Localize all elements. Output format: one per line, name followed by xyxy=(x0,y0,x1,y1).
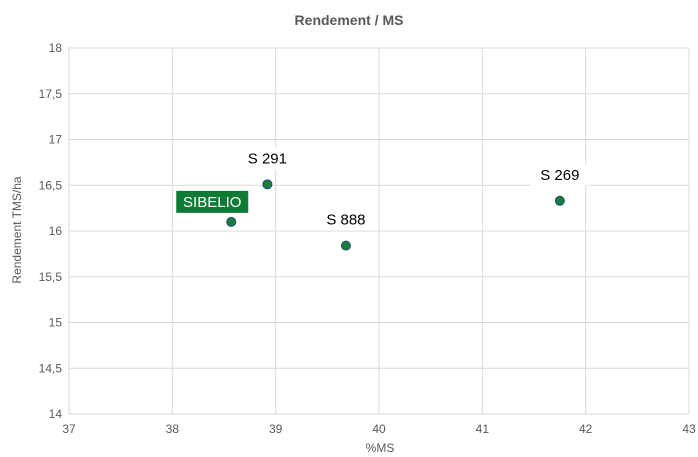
y-tick-label: 18 xyxy=(49,41,63,55)
y-tick-label: 17 xyxy=(49,133,63,147)
y-tick-label: 16,5 xyxy=(39,178,63,192)
x-tick-label: 37 xyxy=(62,422,76,436)
y-tick-label: 15 xyxy=(49,316,63,330)
data-label-highlight-box xyxy=(176,190,249,213)
y-tick-label: 17,5 xyxy=(39,87,63,101)
data-label-background xyxy=(238,147,297,170)
x-tick-label: 42 xyxy=(579,422,593,436)
data-point xyxy=(262,179,273,190)
data-label: S 888 xyxy=(326,212,365,229)
data-label: S 291 xyxy=(248,150,287,167)
data-point xyxy=(226,216,237,227)
x-axis-title: %MS xyxy=(366,441,395,455)
data-points: SIBELIO S 291 S 888 S 269 xyxy=(176,147,589,251)
y-tick-label: 14 xyxy=(49,407,63,421)
x-tick-label: 38 xyxy=(166,422,180,436)
x-tick-label: 43 xyxy=(682,422,696,436)
data-point xyxy=(340,240,351,251)
grid xyxy=(68,47,690,415)
y-tick-label: 16 xyxy=(49,224,63,238)
chart-title: Rendement / MS xyxy=(295,12,404,28)
data-label: S 269 xyxy=(540,167,579,184)
y-tick-label: 15,5 xyxy=(39,270,63,284)
data-label: SIBELIO xyxy=(183,194,241,211)
data-point xyxy=(554,195,565,206)
x-tick-label: 41 xyxy=(476,422,490,436)
x-tick-label: 40 xyxy=(372,422,386,436)
data-label-background xyxy=(316,208,375,231)
y-tick-label: 14,5 xyxy=(39,361,63,375)
x-tick-label: 39 xyxy=(269,422,283,436)
axis-ticks: 14 14,5 15 15,5 16 16,5 17 17,5 18 37 38 39 40 41 42 43 xyxy=(39,41,696,436)
y-axis-title: Rendement TMS/ha xyxy=(10,176,24,283)
data-label-background xyxy=(530,163,589,186)
